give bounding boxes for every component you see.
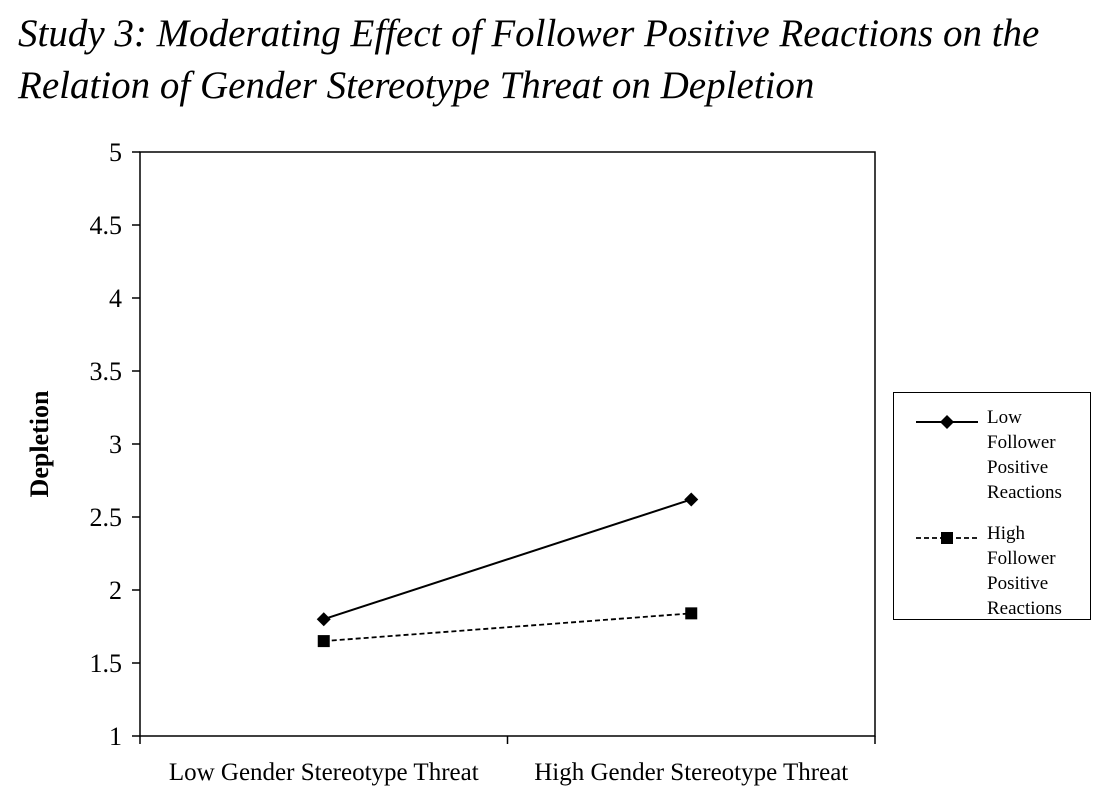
y-tick-label: 4 xyxy=(109,284,122,313)
chart-title-line-2: Relation of Gender Stereotype Threat on … xyxy=(18,64,815,107)
diamond-marker-icon xyxy=(940,415,954,429)
series-line-0 xyxy=(323,498,692,621)
legend-label-low: Low Follower Positive Reactions xyxy=(987,407,1062,503)
legend-swatch-high xyxy=(916,532,978,544)
legend-label-high: High Follower Positive Reactions xyxy=(987,523,1062,619)
series-1-point-1 xyxy=(685,607,698,620)
legend-swatch-low xyxy=(916,415,978,429)
chart-title: Study 3: Moderating Effect of Follower P… xyxy=(18,8,1108,112)
series-0-point-0 xyxy=(316,612,331,627)
y-tick-label: 4.5 xyxy=(90,211,123,240)
x-tick-label: Low Gender Stereotype Threat xyxy=(169,759,479,786)
y-tick-label: 1 xyxy=(109,722,122,751)
y-tick-label: 2.5 xyxy=(90,503,123,532)
y-tick-label: 3 xyxy=(109,430,122,459)
plot-area-border xyxy=(139,151,876,737)
y-tick-label: 3.5 xyxy=(90,357,123,386)
series-1-point-0 xyxy=(317,635,330,648)
series-0-point-1 xyxy=(684,492,699,507)
y-axis-label: Depletion xyxy=(25,390,54,497)
y-tick-label: 2 xyxy=(109,576,122,605)
y-tick-label: 1.5 xyxy=(90,649,123,678)
y-tick-label: 5 xyxy=(109,138,122,167)
x-tick-label: High Gender Stereotype Threat xyxy=(534,759,848,786)
series-line-1 xyxy=(323,612,692,642)
square-marker-icon xyxy=(941,532,953,544)
legend: Low Follower Positive Reactions High Fol… xyxy=(893,392,1091,620)
chart-title-line-1: Study 3: Moderating Effect of Follower P… xyxy=(18,12,1040,55)
